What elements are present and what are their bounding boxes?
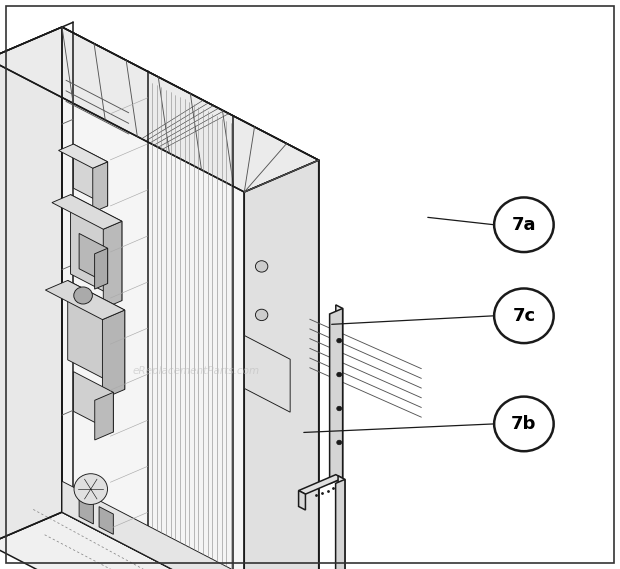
Polygon shape xyxy=(299,475,343,494)
Polygon shape xyxy=(79,233,108,283)
Circle shape xyxy=(255,261,268,272)
Polygon shape xyxy=(0,27,319,192)
Polygon shape xyxy=(68,281,125,389)
Polygon shape xyxy=(299,490,306,510)
Polygon shape xyxy=(58,144,108,168)
Circle shape xyxy=(337,440,342,445)
Polygon shape xyxy=(73,372,113,432)
Polygon shape xyxy=(93,162,108,212)
Circle shape xyxy=(337,339,342,343)
Circle shape xyxy=(74,287,92,304)
Circle shape xyxy=(255,309,268,320)
Circle shape xyxy=(494,397,554,451)
Polygon shape xyxy=(62,481,319,569)
Text: 7a: 7a xyxy=(512,216,536,234)
Polygon shape xyxy=(52,195,122,229)
Polygon shape xyxy=(336,305,343,478)
Polygon shape xyxy=(99,506,113,534)
Polygon shape xyxy=(45,281,125,320)
Polygon shape xyxy=(73,144,108,206)
Circle shape xyxy=(494,288,554,343)
Text: 7c: 7c xyxy=(512,307,536,325)
Polygon shape xyxy=(71,195,122,300)
Polygon shape xyxy=(330,308,343,484)
Text: eReplacementParts.com: eReplacementParts.com xyxy=(132,366,259,376)
Polygon shape xyxy=(104,221,122,308)
Polygon shape xyxy=(95,248,108,289)
Polygon shape xyxy=(244,336,290,412)
Polygon shape xyxy=(95,393,113,440)
Circle shape xyxy=(337,372,342,377)
Polygon shape xyxy=(62,27,319,569)
Polygon shape xyxy=(335,479,345,569)
Polygon shape xyxy=(244,160,319,569)
Circle shape xyxy=(337,406,342,411)
Circle shape xyxy=(494,197,554,252)
Polygon shape xyxy=(0,27,62,544)
Polygon shape xyxy=(102,310,125,399)
Polygon shape xyxy=(0,512,319,569)
Circle shape xyxy=(74,474,107,505)
Polygon shape xyxy=(79,496,94,524)
Polygon shape xyxy=(338,476,345,569)
Text: 7b: 7b xyxy=(512,415,536,433)
